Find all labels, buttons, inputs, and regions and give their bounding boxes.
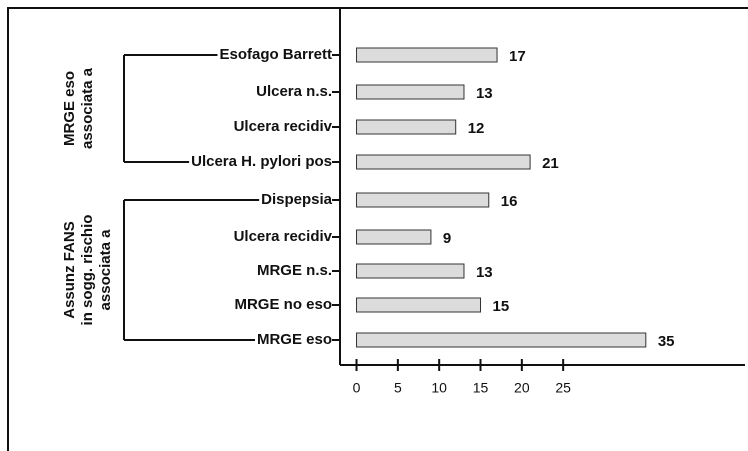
bar <box>356 154 531 170</box>
bar <box>356 84 465 100</box>
bar <box>356 119 457 135</box>
group-label: associata a <box>97 229 114 311</box>
bar <box>356 263 465 279</box>
group-label: MRGE eso <box>61 71 78 146</box>
group-label: Assunz FANS <box>61 221 78 319</box>
x-tick-label: 20 <box>514 380 530 396</box>
value-label: 9 <box>443 230 451 247</box>
bar <box>356 229 432 245</box>
y-tick-label: Esofago Barrett <box>219 46 332 63</box>
x-tick-label: 0 <box>353 380 361 396</box>
bar <box>356 332 647 348</box>
x-tick-label: 25 <box>555 380 571 396</box>
x-tick-label: 10 <box>431 380 447 396</box>
value-label: 21 <box>542 155 559 172</box>
bar <box>356 192 490 208</box>
frame <box>7 7 748 451</box>
y-tick-label: Ulcera recidiv <box>234 228 333 245</box>
bar <box>356 297 482 313</box>
x-tick-label: 5 <box>394 380 402 396</box>
y-tick-label: Ulcera n.s. <box>256 83 332 100</box>
group-label: associata a <box>79 67 96 149</box>
y-tick-label: Ulcera recidiv <box>234 118 333 135</box>
group-label: in sogg. rischio <box>79 215 96 326</box>
y-tick-label: MRGE n.s. <box>257 262 332 279</box>
value-label: 13 <box>476 264 493 281</box>
value-label: 17 <box>509 48 526 65</box>
y-tick-label: Ulcera H. pylori pos <box>191 153 332 170</box>
value-label: 13 <box>476 85 493 102</box>
x-tick-label: 15 <box>473 380 489 396</box>
value-label: 15 <box>493 298 510 315</box>
y-tick-label: Dispepsia <box>261 191 333 208</box>
y-tick-label: MRGE no eso <box>234 296 332 313</box>
y-tick-label: MRGE eso <box>257 331 332 348</box>
value-label: 35 <box>658 333 675 350</box>
value-label: 16 <box>501 193 518 210</box>
bar <box>356 47 498 63</box>
value-label: 12 <box>468 120 485 137</box>
